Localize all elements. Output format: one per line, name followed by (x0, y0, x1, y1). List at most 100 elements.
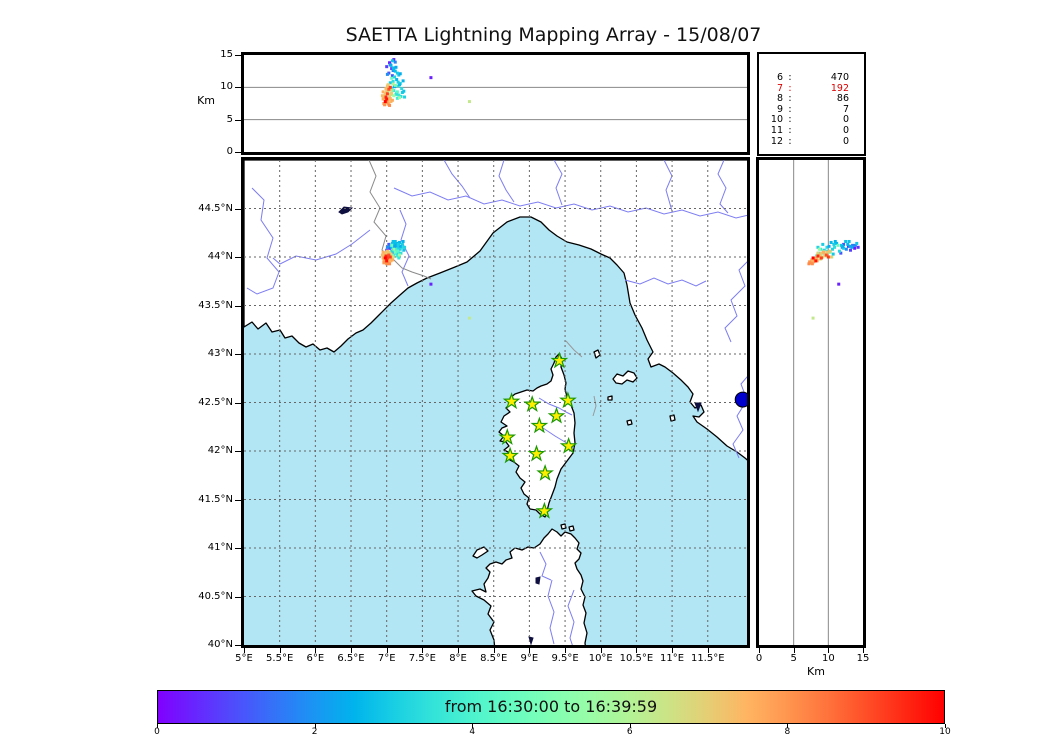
lightning-source-point (391, 80, 395, 84)
axis-tick-mark (235, 548, 241, 549)
lightning-source-point (390, 74, 394, 78)
altitude-tick-label: 10 (821, 653, 835, 664)
lightning-source-point (398, 244, 402, 248)
axis-tick-mark (629, 724, 631, 728)
longitude-tick-label: 5.5°E (266, 653, 294, 664)
stat-row: 6: 470 (759, 72, 864, 84)
lightning-source-point (395, 249, 399, 253)
lightning-source-point (388, 255, 392, 259)
latitude-tick-label: 41°N (207, 542, 233, 553)
station-star-icon (530, 416, 549, 434)
lightning-source-point (390, 243, 394, 247)
lightning-source-point (395, 90, 399, 94)
lightning-source-point (467, 316, 471, 320)
longitude-tick-label: 9°E (520, 653, 539, 664)
stat-station-count: 8 (776, 93, 783, 105)
lightning-source-point (385, 262, 389, 266)
lightning-source-point (819, 256, 823, 260)
axis-tick-mark (529, 648, 531, 653)
lightning-source-point (837, 249, 841, 253)
lightning-source-point (397, 93, 401, 97)
stat-row: 10: 0 (759, 115, 864, 126)
lightning-source-point (821, 250, 825, 254)
lightning-source-point (815, 257, 819, 261)
lightning-source-point (383, 260, 387, 264)
lightning-source-point (825, 245, 829, 249)
stat-row: 8: 86 (759, 94, 864, 105)
lightning-source-point (831, 252, 835, 256)
lightning-source-point (390, 76, 394, 80)
lightning-source-point (829, 255, 833, 259)
stat-station-count: 7 (776, 82, 783, 94)
colorbar-tick-label: 6 (626, 727, 633, 737)
lightning-source-point (817, 247, 821, 251)
station-star-icon (535, 501, 554, 519)
lightning-source-point (832, 242, 836, 246)
axis-tick-mark (244, 648, 245, 653)
axis-tick-mark (351, 648, 353, 653)
colorbar-tick-label: 2 (311, 727, 318, 737)
lightning-source-point (391, 82, 395, 86)
river-line (547, 579, 555, 645)
lightning-source-point (383, 103, 387, 107)
lightning-source-point (403, 95, 407, 99)
axis-tick-mark (945, 724, 946, 728)
lightning-source-point (385, 259, 389, 263)
station-star-icon (501, 446, 520, 464)
lightning-source-point (390, 249, 394, 253)
stat-source-count: 470 (830, 72, 849, 83)
lightning-source-point (398, 96, 402, 100)
lightning-source-point (844, 247, 848, 251)
lightning-source-point (811, 316, 815, 320)
river-line (724, 261, 747, 343)
lightning-source-point (385, 256, 389, 260)
lightning-source-point (383, 251, 387, 255)
axis-tick-mark (235, 119, 241, 121)
station-star-icon (559, 436, 578, 454)
lightning-source-point (397, 256, 401, 260)
stat-colon: : (788, 72, 792, 83)
stat-row: 9: 7 (759, 103, 864, 116)
land-giglio (669, 414, 676, 422)
altitude-longitude-plot (244, 58, 747, 121)
lightning-source-point (383, 100, 387, 104)
lightning-source-point (385, 89, 389, 93)
balloon-marker-dot (734, 391, 747, 408)
lightning-source-point (389, 63, 393, 67)
lightning-source-point (855, 241, 859, 245)
station-star-icon (502, 392, 521, 410)
lightning-source-point (398, 72, 402, 76)
stat-colon: : (788, 124, 792, 136)
axis-tick-mark (672, 648, 674, 653)
lightning-source-point (383, 256, 387, 260)
station-stats-panel: 6:470 7:192 8:86 9:7 10:0 11:0 12:0 (757, 52, 866, 156)
stat-station-count: 12 (770, 135, 783, 147)
axis-tick-mark (235, 451, 241, 452)
stat-station-count: 11 (770, 124, 783, 136)
station-star-icon (498, 428, 517, 446)
axis-tick-mark (828, 648, 830, 653)
river-line (246, 187, 280, 295)
axis-tick-mark (235, 499, 241, 501)
lightning-source-point (384, 95, 388, 99)
lightning-source-point (396, 242, 400, 246)
lightning-source-point (819, 251, 823, 255)
altitude-tick-label: 0 (755, 653, 763, 664)
station-star-icon (536, 463, 554, 481)
lightning-source-point (385, 245, 389, 249)
stat-source-count: 7 (842, 103, 849, 115)
latitude-tick-label: 42°N (207, 445, 233, 456)
station-star-icon (527, 444, 546, 462)
lightning-source-point (387, 253, 391, 257)
lightning-source-point (401, 79, 405, 83)
longitude-tick-label: 9.5°E (551, 653, 579, 664)
lightning-source-point (388, 61, 392, 65)
lightning-source-point (398, 83, 402, 87)
lightning-source-point (392, 94, 396, 98)
lightning-source-point (849, 248, 853, 252)
latitude-tick-label: 42.5°N (198, 396, 233, 408)
lightning-source-point (385, 97, 389, 101)
lightning-source-point (841, 244, 845, 248)
lightning-source-point (388, 96, 392, 100)
lightning-source-point (400, 87, 404, 91)
